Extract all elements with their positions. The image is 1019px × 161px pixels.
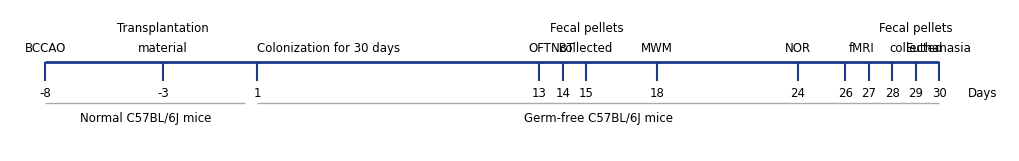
- Text: Germ-free C57BL/6J mice: Germ-free C57BL/6J mice: [523, 112, 673, 125]
- Text: 26: 26: [837, 87, 852, 100]
- Text: Fecal pellets: Fecal pellets: [878, 22, 952, 35]
- Text: 24: 24: [790, 87, 805, 100]
- Text: 13: 13: [532, 87, 546, 100]
- Text: 30: 30: [931, 87, 946, 100]
- Text: 14: 14: [555, 87, 570, 100]
- Text: Euthanasia: Euthanasia: [906, 42, 971, 55]
- Text: NBT: NBT: [550, 42, 575, 55]
- Text: NOR: NOR: [785, 42, 810, 55]
- Text: Fecal pellets: Fecal pellets: [549, 22, 623, 35]
- Text: 1: 1: [253, 87, 261, 100]
- Text: Days: Days: [966, 87, 996, 100]
- Text: Colonization for 30 days: Colonization for 30 days: [257, 42, 399, 55]
- Text: 27: 27: [860, 87, 875, 100]
- Text: -3: -3: [157, 87, 169, 100]
- Text: collected: collected: [559, 42, 612, 55]
- Text: 29: 29: [907, 87, 922, 100]
- Text: Normal C57BL/6J mice: Normal C57BL/6J mice: [79, 112, 211, 125]
- Text: 28: 28: [883, 87, 899, 100]
- Text: 15: 15: [579, 87, 593, 100]
- Text: collected: collected: [889, 42, 942, 55]
- Text: Transplantation: Transplantation: [117, 22, 209, 35]
- Text: MWM: MWM: [640, 42, 673, 55]
- Text: 18: 18: [649, 87, 663, 100]
- Text: material: material: [138, 42, 187, 55]
- Text: fMRI: fMRI: [848, 42, 873, 55]
- Text: OFT: OFT: [528, 42, 550, 55]
- Text: -8: -8: [40, 87, 51, 100]
- Text: BCCAO: BCCAO: [24, 42, 66, 55]
